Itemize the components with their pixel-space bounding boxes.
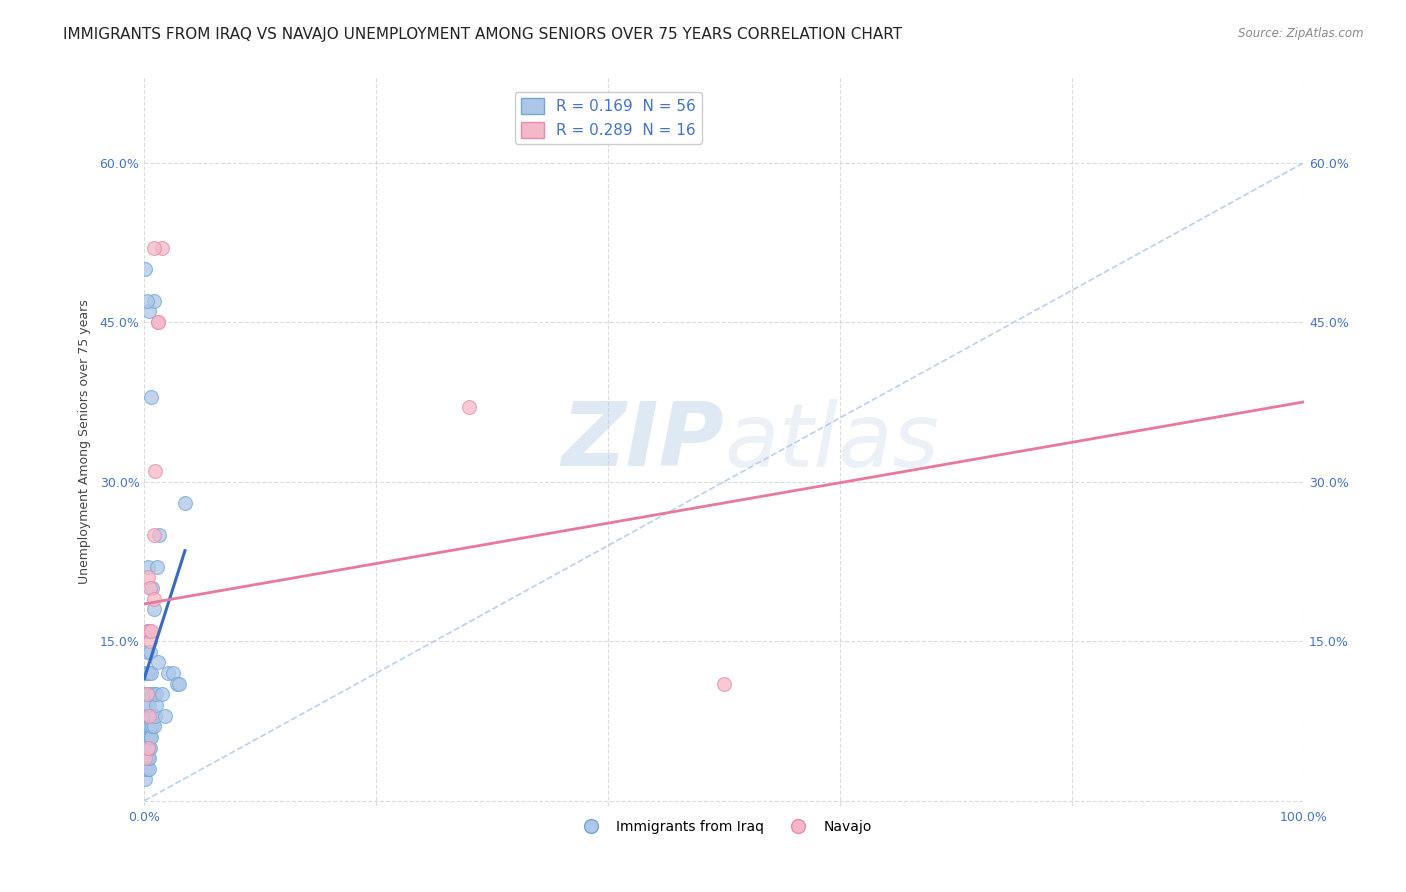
Point bbox=[138, 708, 160, 723]
Point bbox=[143, 708, 166, 723]
Point bbox=[134, 751, 156, 765]
Point bbox=[139, 581, 162, 595]
Point bbox=[150, 687, 173, 701]
Text: ZIP: ZIP bbox=[561, 398, 724, 485]
Point bbox=[141, 666, 163, 681]
Point bbox=[136, 559, 159, 574]
Point bbox=[135, 624, 157, 638]
Point bbox=[136, 740, 159, 755]
Point bbox=[135, 730, 157, 744]
Point bbox=[146, 559, 169, 574]
Point bbox=[458, 400, 481, 414]
Point bbox=[136, 719, 159, 733]
Point bbox=[138, 624, 160, 638]
Point bbox=[135, 293, 157, 308]
Point bbox=[145, 698, 167, 712]
Point bbox=[139, 634, 162, 648]
Point bbox=[142, 602, 165, 616]
Y-axis label: Unemployment Among Seniors over 75 years: Unemployment Among Seniors over 75 years bbox=[79, 300, 91, 584]
Point bbox=[135, 666, 157, 681]
Point bbox=[138, 762, 160, 776]
Point bbox=[148, 315, 170, 329]
Legend: Immigrants from Iraq, Navajo: Immigrants from Iraq, Navajo bbox=[571, 814, 877, 839]
Point bbox=[138, 304, 160, 318]
Point bbox=[142, 719, 165, 733]
Point bbox=[138, 666, 160, 681]
Point bbox=[134, 261, 156, 276]
Point bbox=[713, 676, 735, 690]
Point bbox=[141, 624, 163, 638]
Point bbox=[141, 581, 163, 595]
Point bbox=[141, 390, 163, 404]
Point bbox=[162, 666, 184, 681]
Point bbox=[136, 687, 159, 701]
Point bbox=[139, 730, 162, 744]
Point bbox=[135, 645, 157, 659]
Point bbox=[148, 656, 170, 670]
Text: atlas: atlas bbox=[724, 399, 939, 484]
Point bbox=[139, 719, 162, 733]
Point bbox=[141, 687, 163, 701]
Point bbox=[142, 687, 165, 701]
Point bbox=[139, 645, 162, 659]
Point bbox=[166, 676, 188, 690]
Point bbox=[138, 740, 160, 755]
Point bbox=[139, 740, 162, 755]
Point bbox=[134, 687, 156, 701]
Point bbox=[142, 591, 165, 606]
Point bbox=[142, 241, 165, 255]
Point bbox=[148, 528, 170, 542]
Point bbox=[135, 708, 157, 723]
Point bbox=[136, 751, 159, 765]
Point bbox=[134, 772, 156, 787]
Text: Source: ZipAtlas.com: Source: ZipAtlas.com bbox=[1239, 27, 1364, 40]
Text: IMMIGRANTS FROM IRAQ VS NAVAJO UNEMPLOYMENT AMONG SENIORS OVER 75 YEARS CORRELAT: IMMIGRANTS FROM IRAQ VS NAVAJO UNEMPLOYM… bbox=[63, 27, 903, 42]
Point bbox=[141, 719, 163, 733]
Point bbox=[135, 762, 157, 776]
Point bbox=[134, 730, 156, 744]
Point bbox=[142, 528, 165, 542]
Point bbox=[135, 698, 157, 712]
Point bbox=[142, 293, 165, 308]
Point bbox=[136, 730, 159, 744]
Point bbox=[138, 708, 160, 723]
Point bbox=[134, 719, 156, 733]
Point bbox=[134, 751, 156, 765]
Point bbox=[145, 687, 167, 701]
Point bbox=[156, 666, 179, 681]
Point bbox=[136, 740, 159, 755]
Point bbox=[141, 730, 163, 744]
Point bbox=[174, 496, 197, 510]
Point bbox=[148, 315, 170, 329]
Point bbox=[141, 708, 163, 723]
Point bbox=[150, 241, 173, 255]
Point bbox=[134, 740, 156, 755]
Point bbox=[135, 740, 157, 755]
Point bbox=[135, 687, 157, 701]
Point bbox=[143, 464, 166, 478]
Point bbox=[138, 698, 160, 712]
Point bbox=[155, 708, 177, 723]
Point bbox=[138, 751, 160, 765]
Point bbox=[135, 751, 157, 765]
Point bbox=[134, 708, 156, 723]
Point bbox=[134, 762, 156, 776]
Point bbox=[134, 666, 156, 681]
Point bbox=[167, 676, 190, 690]
Point bbox=[136, 570, 159, 584]
